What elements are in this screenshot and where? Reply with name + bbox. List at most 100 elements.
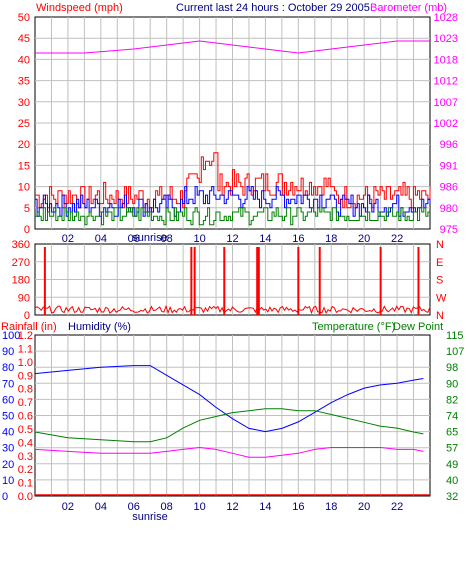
x-tick-label: 02 [62,501,74,513]
rainfall-tick-label: 0.6 [18,411,33,423]
compass-tick-label: N [436,310,444,322]
windspeed-tick-label: 35 [18,76,30,88]
humidity-tick-label: 20 [2,459,14,471]
temperature-tick-label: 82 [446,394,458,406]
wind-direction-line [34,304,431,315]
windspeed-tick-label: 30 [18,97,30,109]
rainfall-tick-label: 0.1 [18,478,33,490]
compass-tick-label: N [436,239,444,251]
windspeed-tick-label: 5 [24,203,30,215]
rainfall-tick-label: 0.2 [18,464,33,476]
direction-tick-label: 270 [12,257,30,269]
wind-average-line [35,207,430,226]
rainfall-tick-label: 0.9 [18,370,33,382]
x-tick-label: 14 [259,233,271,245]
x-tick-label: 18 [325,233,337,245]
rainfall-tick-label: 0.8 [18,384,33,396]
x-tick-label: 12 [226,233,238,245]
x-tick-label: 10 [193,501,205,513]
barometer-tick-label: 991 [440,160,458,172]
barometer-tick-label: 1028 [434,12,458,24]
rainfall-tick-label: 1.2 [18,330,33,342]
x-tick-label: 20 [358,233,370,245]
dewpoint-line [34,446,424,458]
windspeed-axis-label: Windspeed (mph) [36,2,123,14]
wind-gust-line [35,152,431,209]
barometer-tick-label: 1012 [434,76,458,88]
temperature-tick-label: 40 [446,475,458,487]
rainfall-tick-label: 0.3 [18,451,33,463]
compass-tick-label: E [436,257,443,269]
humidity-tick-label: 30 [2,443,14,455]
direction-tick-label: 0 [24,310,30,322]
direction-tick-label: 360 [12,239,30,251]
temperature-tick-label: 107 [446,346,464,358]
barometer-tick-label: 975 [440,224,458,236]
humidity-tick-label: 70 [2,378,14,390]
temperature-tick-label: 115 [446,330,464,342]
humidity-tick-label: 60 [2,394,14,406]
sunrise-label: sunrise [132,232,167,244]
compass-tick-label: W [436,292,447,304]
rainfall-tick-label: 0.4 [18,437,33,449]
humidity-tick-label: 50 [2,411,14,423]
barometer-tick-label: 1023 [434,33,458,45]
humidity-tick-label: 10 [2,475,14,487]
x-tick-label: 16 [292,233,304,245]
x-tick-label: 06 [128,233,140,245]
barometer-axis-label: Barometer (mb) [370,2,447,14]
direction-tick-label: 90 [18,292,30,304]
rainfall-tick-label: 0.5 [18,424,33,436]
dewpoint-axis-label: Dew Point [393,321,443,333]
humidity-axis-label: Humidity (%) [68,321,131,333]
windspeed-tick-label: 20 [18,139,30,151]
x-tick-label: 14 [259,501,271,513]
x-tick-label: 06 [128,501,140,513]
barometer-tick-label: 1002 [434,118,458,130]
temperature-tick-label: 74 [446,411,458,423]
x-tick-label: 08 [161,233,173,245]
temperature-tick-label: 98 [446,362,458,374]
temperature-line [34,408,424,443]
windspeed-tick-label: 50 [18,12,30,24]
windspeed-tick-label: 45 [18,33,30,45]
x-tick-label: 04 [95,501,107,513]
barometer-tick-label: 980 [440,203,458,215]
x-tick-label: 20 [358,501,370,513]
barometer-tick-label: 996 [440,139,458,151]
humidity-tick-label: 100 [2,330,20,342]
barometer-tick-label: 1018 [434,54,458,66]
sunrise-label: sunrise [132,511,167,523]
rainfall-axis-label: Rainfall (in) [1,321,57,333]
temperature-axis-label: Temperature (°F) [312,321,395,333]
x-tick-label: 08 [161,501,173,513]
barometer-line [35,40,430,54]
compass-tick-label: S [436,275,443,287]
windspeed-tick-label: 15 [18,160,30,172]
x-tick-label: 18 [325,501,337,513]
temperature-tick-label: 57 [446,443,458,455]
x-tick-label: 22 [391,233,403,245]
windspeed-tick-label: 10 [18,182,30,194]
x-tick-label: 02 [62,233,74,245]
temperature-tick-label: 90 [446,378,458,390]
x-tick-label: 16 [292,501,304,513]
rainfall-tick-label: 0.7 [18,397,33,409]
chart-title: Current last 24 hours : October 29 2005 [176,2,370,14]
x-tick-label: 10 [193,233,205,245]
barometer-tick-label: 986 [440,182,458,194]
rainfall-tick-label: 1.0 [18,357,33,369]
humidity-line [34,365,424,433]
x-tick-label: 12 [226,501,238,513]
humidity-tick-label: 90 [2,346,14,358]
humidity-tick-label: 80 [2,362,14,374]
temperature-tick-label: 65 [446,427,458,439]
direction-tick-label: 180 [12,275,30,287]
temperature-tick-label: 49 [446,459,458,471]
humidity-tick-label: 0 [2,491,8,503]
rainfall-tick-label: 0.0 [18,491,33,503]
x-tick-label: 22 [391,501,403,513]
wind-speed-line [35,186,431,217]
